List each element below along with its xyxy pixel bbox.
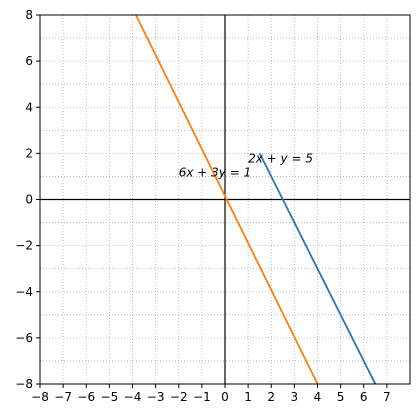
x-tick-label: 2 xyxy=(267,390,275,404)
tick-labels: −8 −7 −6 −5 −4 −3 −2 −1 0 1 2 3 4 5 6 7 −8 −6 −4 −2 0 2 4 6 8 xyxy=(15,8,390,404)
annotation-label: 2x + y = 5 xyxy=(248,152,313,166)
x-tick-label: 1 xyxy=(244,390,252,404)
annotation-label: 6x + 3y = 1 xyxy=(179,165,251,179)
y-tick-label: −4 xyxy=(15,285,33,299)
x-tick-label: −6 xyxy=(77,390,95,404)
y-tick-label: 4 xyxy=(25,100,33,114)
x-tick-label: −1 xyxy=(193,390,211,404)
x-tick-label: 5 xyxy=(337,390,345,404)
axis-lines xyxy=(40,15,410,384)
tick-marks xyxy=(36,14,388,388)
series-line-2 xyxy=(134,15,319,384)
x-tick-label: −3 xyxy=(147,390,165,404)
y-tick-label: −8 xyxy=(15,377,33,391)
y-tick-label: 0 xyxy=(25,193,33,207)
x-tick-label: 6 xyxy=(360,390,368,404)
x-tick-label: −2 xyxy=(170,390,188,404)
y-tick-label: 8 xyxy=(25,8,33,22)
series-line-1 xyxy=(258,152,377,384)
x-tick-label: 7 xyxy=(383,390,391,404)
y-tick-label: 6 xyxy=(25,54,33,68)
x-tick-label: 3 xyxy=(291,390,299,404)
x-tick-label: 4 xyxy=(314,390,322,404)
x-tick-label: −8 xyxy=(31,390,49,404)
annotations: 2x + y = 56x + 3y = 1 xyxy=(179,152,313,180)
y-tick-label: 2 xyxy=(25,146,33,160)
y-tick-label: −6 xyxy=(15,331,33,345)
series-lines xyxy=(134,15,377,384)
y-tick-label: −2 xyxy=(15,239,33,253)
x-tick-label: −4 xyxy=(124,390,142,404)
x-tick-label: −7 xyxy=(54,390,72,404)
x-tick-label: 0 xyxy=(221,390,229,404)
x-tick-label: −5 xyxy=(101,390,119,404)
